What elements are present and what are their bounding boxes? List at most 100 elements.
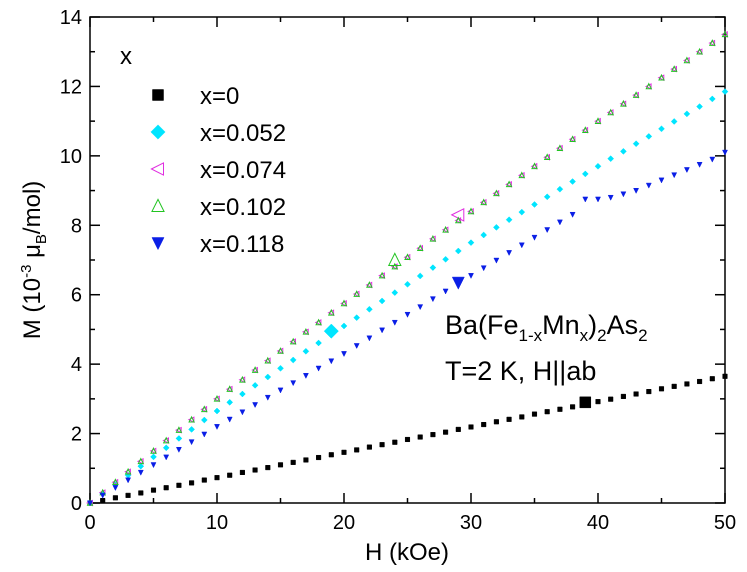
data-point (506, 416, 512, 422)
data-point (594, 117, 602, 124)
data-point (302, 327, 310, 335)
data-point (150, 447, 157, 454)
legend-title: x (120, 43, 132, 70)
data-point (518, 171, 526, 179)
data-point (175, 446, 182, 453)
data-point (506, 250, 513, 257)
y-tick-label: 14 (60, 7, 82, 29)
data-point (443, 429, 449, 435)
x-tick-label: 40 (587, 512, 609, 534)
data-point (417, 434, 423, 440)
data-point (696, 161, 703, 168)
data-point (201, 477, 207, 483)
data-point (455, 426, 461, 432)
data-point (557, 406, 563, 412)
data-point (671, 172, 678, 179)
data-point (519, 414, 525, 420)
data-point (709, 376, 715, 382)
data-point (442, 255, 449, 263)
data-point (708, 39, 716, 46)
data-point (556, 144, 564, 152)
data-point (213, 394, 221, 402)
data-point (467, 207, 475, 215)
data-point (646, 389, 652, 395)
data-point (188, 426, 195, 433)
data-point (607, 108, 615, 116)
data-point (302, 347, 310, 355)
x-tick-label: 50 (714, 512, 736, 534)
data-point (226, 416, 233, 423)
data-point (721, 88, 729, 95)
annotation-part: Mn (542, 310, 580, 340)
data-point (226, 398, 234, 406)
key-point (579, 396, 592, 409)
data-point (353, 290, 361, 297)
data-point (239, 469, 245, 476)
data-point (290, 459, 296, 465)
data-point (696, 103, 703, 110)
data-point (264, 356, 272, 364)
data-point (544, 409, 550, 415)
data-point (366, 444, 372, 450)
y-label-part: M (10 (19, 278, 46, 339)
data-point (315, 318, 322, 326)
data-point (454, 247, 462, 255)
data-point (189, 480, 195, 486)
data-point (416, 244, 424, 251)
data-point (251, 381, 259, 389)
data-point (341, 351, 347, 358)
data-point (303, 457, 309, 463)
data-point (289, 337, 297, 345)
key-point (451, 276, 465, 290)
data-point (493, 257, 500, 264)
data-point (353, 343, 360, 350)
key-point (323, 323, 339, 339)
data-point (607, 155, 615, 162)
x-tick-label: 30 (460, 512, 482, 534)
legend-label: x=0.118 (200, 231, 284, 258)
data-point (315, 365, 322, 372)
data-point (227, 472, 233, 478)
data-point (391, 319, 398, 326)
data-point (633, 188, 640, 194)
data-point (277, 364, 284, 372)
data-point (569, 211, 576, 218)
data-point (607, 194, 614, 201)
data-point (404, 436, 411, 443)
data-point (316, 454, 322, 461)
data-point (150, 453, 157, 461)
data-point (200, 405, 208, 413)
data-point (658, 386, 665, 392)
data-point (277, 462, 284, 468)
data-point (429, 234, 437, 242)
data-point (620, 191, 627, 198)
data-point (163, 454, 170, 461)
data-point (290, 380, 297, 387)
data-point (569, 178, 576, 185)
data-point (531, 201, 538, 208)
data-point (264, 373, 272, 381)
data-point (379, 327, 386, 334)
data-point (480, 198, 488, 206)
annotation-sub: 2 (597, 326, 606, 345)
data-point (683, 167, 690, 174)
data-point (341, 449, 347, 455)
data-point (150, 487, 157, 493)
data-point (684, 381, 690, 387)
annotation-sub: x (580, 326, 589, 345)
data-point (315, 339, 322, 347)
data-point (645, 182, 652, 189)
data-point (289, 356, 297, 364)
x-axis-label: H (kOe) (365, 539, 449, 566)
data-point (137, 469, 144, 476)
data-point (595, 196, 601, 203)
data-point (99, 492, 106, 499)
data-point (138, 490, 144, 496)
data-point (518, 242, 525, 249)
data-point (175, 435, 183, 442)
annotation-part: As (607, 310, 639, 340)
legend-label: x=0 (200, 83, 239, 110)
x-tick-label: 20 (333, 512, 355, 534)
x-tick-label: 0 (84, 512, 95, 534)
data-point (454, 216, 462, 224)
